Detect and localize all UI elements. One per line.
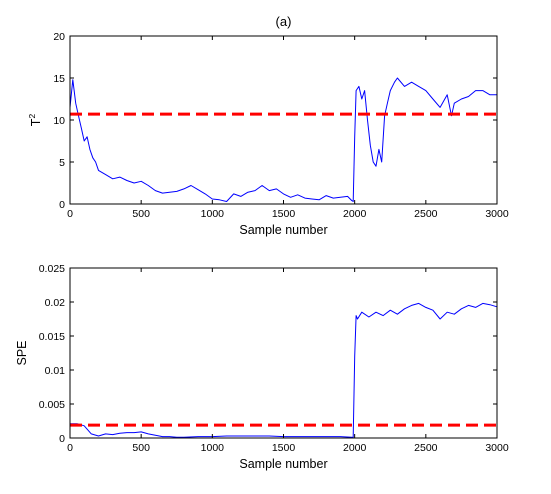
y-tick-label: 0.01 bbox=[45, 365, 66, 377]
x-tick-label: 3000 bbox=[485, 208, 509, 220]
y-axis-label: T2 bbox=[27, 114, 43, 127]
y-tick-label: 0.025 bbox=[39, 263, 65, 275]
y-axis-label: SPE bbox=[15, 340, 29, 365]
x-tick-label: 2000 bbox=[343, 208, 367, 220]
y-tick-label: 10 bbox=[53, 115, 65, 127]
plot-frame bbox=[69, 267, 498, 439]
x-tick-label: 2500 bbox=[414, 208, 438, 220]
x-tick-label: 2000 bbox=[343, 442, 367, 454]
y-tick-label: 0 bbox=[59, 199, 65, 211]
x-tick-label: 500 bbox=[132, 442, 150, 454]
statistic-series-line bbox=[69, 77, 497, 202]
y-tick-label: 0.02 bbox=[45, 297, 66, 309]
y-tick-label: 15 bbox=[53, 73, 65, 85]
x-tick-label: 1500 bbox=[272, 442, 296, 454]
y-tick-label: 0.005 bbox=[39, 399, 65, 411]
chart-title: (a) bbox=[276, 14, 292, 29]
y-tick-label: 0 bbox=[59, 433, 65, 445]
y-tick-label: 0.015 bbox=[39, 331, 65, 343]
y-tick-label: 5 bbox=[59, 157, 65, 169]
x-tick-label: 500 bbox=[132, 208, 150, 220]
y-tick-label: 20 bbox=[53, 31, 65, 43]
x-tick-label: 0 bbox=[67, 442, 73, 454]
chart-t2: 0 500 1000 1500 2000 2500 3000 0 5 10 15 20 (a) Sam… bbox=[27, 14, 509, 237]
x-tick-label: 3000 bbox=[485, 442, 509, 454]
statistic-series-line bbox=[70, 302, 498, 438]
x-axis-label: Sample number bbox=[239, 457, 327, 471]
x-tick-label: 2500 bbox=[414, 442, 438, 454]
plot-frame bbox=[69, 35, 498, 205]
x-tick-label: 1500 bbox=[272, 208, 296, 220]
y-axis-label-superscript: 2 bbox=[27, 114, 37, 119]
y-axis-label-main: T bbox=[29, 118, 43, 126]
x-tick-label: 1000 bbox=[201, 208, 225, 220]
x-axis-label: Sample number bbox=[239, 223, 327, 237]
chart-spe: 0 500 1000 1500 2000 2500 3000 0 0.005 0.01 0.015 0… bbox=[15, 263, 509, 471]
x-tick-label: 1000 bbox=[201, 442, 225, 454]
x-tick-label: 0 bbox=[67, 208, 73, 220]
